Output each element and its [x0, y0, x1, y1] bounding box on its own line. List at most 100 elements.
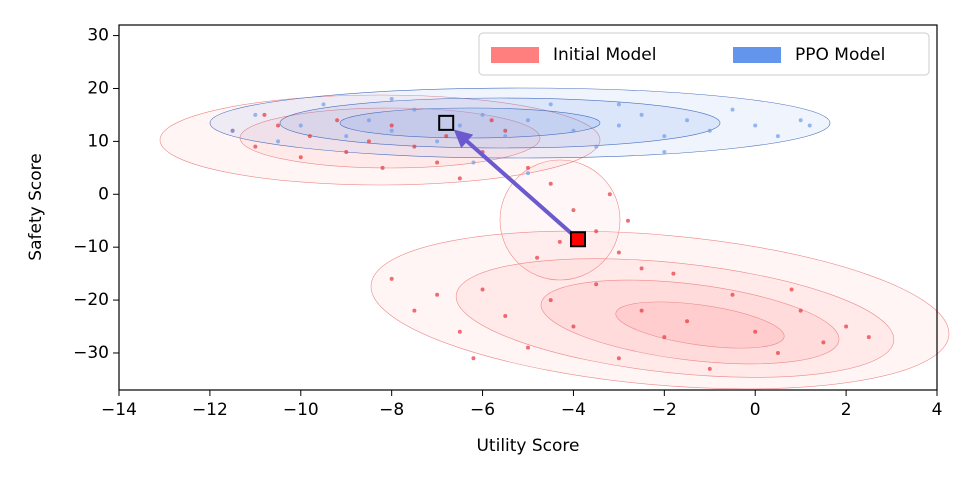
legend-label: PPO Model: [795, 45, 885, 65]
scatter-point: [366, 139, 371, 144]
y-tick-label: 30: [87, 26, 109, 46]
y-tick-label: 20: [87, 78, 109, 98]
scatter-point: [457, 176, 462, 181]
scatter-point: [571, 324, 576, 329]
x-tick-label: −2: [652, 400, 677, 420]
scatter-point: [526, 171, 530, 176]
scatter-point: [798, 118, 803, 123]
y-tick-label: −10: [73, 237, 109, 257]
scatter-point: [535, 255, 540, 260]
scatter-point: [526, 345, 530, 350]
scatter-point: [821, 340, 826, 345]
y-tick-label: 10: [87, 131, 109, 151]
scatter-point: [844, 324, 849, 329]
scatter-point: [662, 134, 667, 139]
density-contour: [615, 301, 785, 349]
scatter-point: [707, 128, 712, 133]
ppo-density-contours: [209, 87, 831, 159]
scatter-point: [775, 134, 780, 139]
scatter-point: [594, 282, 599, 287]
mean-marker: [569, 231, 586, 248]
scatter-point: [730, 107, 735, 112]
density-contour: [455, 258, 895, 378]
y-tick-label: −30: [73, 343, 109, 363]
scatter-point: [230, 128, 235, 133]
density-contour: [209, 87, 831, 159]
scatter-point: [412, 144, 417, 149]
scatter-point: [480, 112, 485, 117]
scatter-point: [389, 97, 394, 102]
scatter-point: [789, 287, 794, 292]
scatter-point: [775, 350, 780, 355]
scatter-point: [671, 271, 676, 276]
x-tick-label: −12: [192, 400, 228, 420]
scatter-point: [503, 313, 508, 318]
scatter-point: [344, 149, 349, 154]
scatter-point: [435, 292, 440, 297]
scatter-point: [276, 139, 281, 144]
scatter-point: [489, 118, 494, 123]
scatter-point: [526, 118, 530, 123]
plot-frame: [118, 24, 938, 391]
scatter-point: [707, 366, 712, 371]
scatter-point: [380, 165, 385, 170]
scatter-point: [435, 139, 440, 144]
scatter-point: [685, 118, 690, 123]
scatter-point: [276, 123, 281, 128]
scatter-point: [616, 250, 621, 255]
scatter-point: [412, 107, 417, 112]
scatter-point: [548, 298, 553, 303]
mean-marker: [438, 114, 455, 131]
scatter-point: [557, 239, 562, 244]
scatter-point: [389, 128, 394, 133]
scatter-point: [503, 128, 508, 133]
scatter-point: [616, 123, 621, 128]
scatter-point: [526, 165, 530, 170]
scatter-point: [548, 181, 553, 186]
density-contour: [499, 159, 621, 281]
scatter-point: [571, 128, 576, 133]
y-tick-label: −20: [73, 290, 109, 310]
x-axis-label: Utility Score: [476, 436, 579, 456]
scatter-point: [298, 123, 303, 128]
x-tick-label: −6: [470, 400, 495, 420]
legend-label: Initial Model: [553, 45, 657, 65]
scatter-point: [807, 123, 812, 128]
x-tick-label: 2: [841, 400, 852, 420]
scatter-point: [389, 123, 394, 128]
x-tick-label: 0: [750, 400, 761, 420]
legend-box: [478, 32, 930, 76]
scatter-point: [307, 134, 312, 139]
scatter-point: [753, 123, 758, 128]
density-contour: [540, 279, 840, 365]
scatter-point: [321, 102, 326, 107]
legend-swatch: [733, 47, 781, 63]
scatter-point: [435, 160, 440, 165]
x-tick-label: −14: [101, 400, 137, 420]
scatter-point: [344, 134, 349, 139]
scatter-point: [571, 208, 576, 213]
scatter-point: [412, 308, 417, 313]
scatter-point: [366, 118, 371, 123]
shift-arrow: [462, 137, 580, 241]
scatter-point: [730, 292, 735, 297]
scatter-point: [662, 149, 667, 154]
scatter-point: [798, 308, 803, 313]
x-tick-label: −10: [283, 400, 319, 420]
scatter-point: [548, 102, 553, 107]
y-axis-label: Safety Score: [26, 153, 46, 260]
scatter-point: [639, 112, 644, 117]
scatter-point: [607, 192, 612, 197]
x-tick-label: 4: [932, 400, 943, 420]
scatter-point: [503, 134, 508, 139]
scatter-point: [471, 356, 476, 361]
scatter-point: [594, 144, 599, 149]
scatter-point: [625, 218, 630, 223]
scatter-point: [457, 123, 462, 128]
scatter-point: [639, 266, 644, 271]
density-contour: [279, 97, 721, 149]
scatter-point: [616, 356, 621, 361]
scatter-point: [457, 329, 462, 334]
scatter-point: [662, 335, 667, 340]
